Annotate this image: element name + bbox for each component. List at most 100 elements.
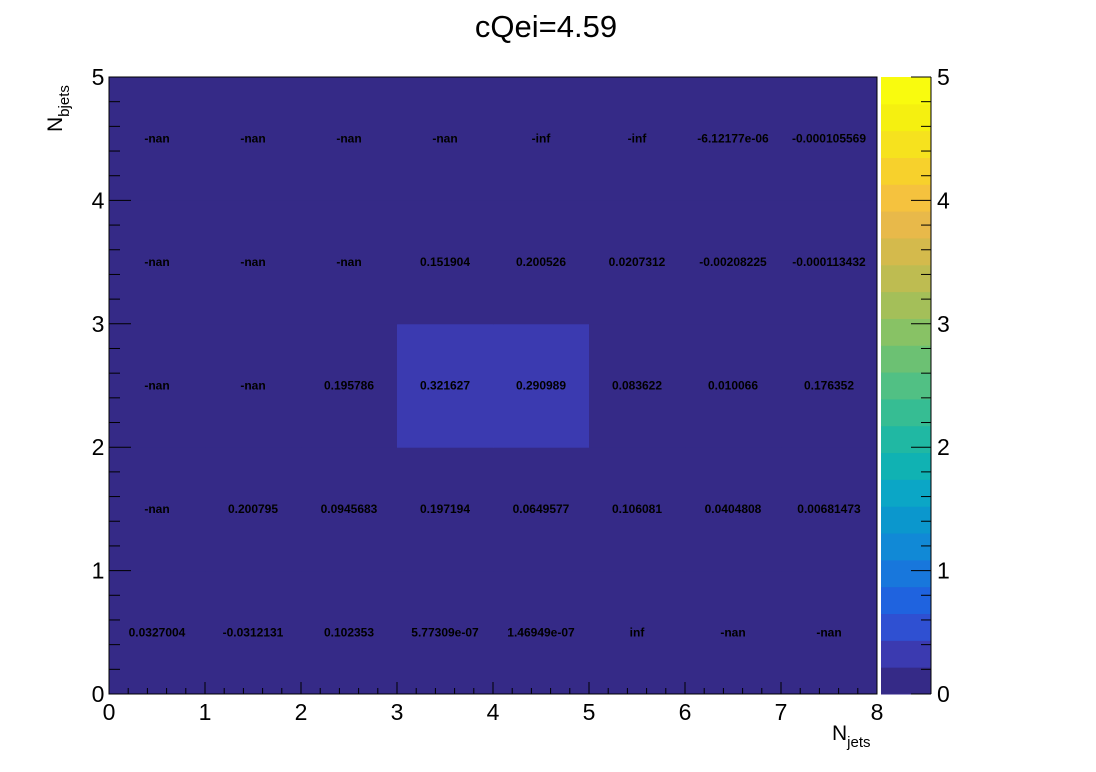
x-tick-label: 4 [487,699,500,725]
y-axis: 0 1 2 3 4 5 [92,64,131,707]
heatmap-cell [589,323,686,448]
cell-value-label: 0.197194 [420,502,470,516]
cell-value-label: 0.0207312 [609,255,666,269]
x-tick-label: 2 [295,699,308,725]
heatmap-cell [493,570,590,695]
color-scale-band [881,345,931,373]
heatmap-cell [781,447,878,572]
heatmap-cell [493,323,590,448]
color-scale-band [881,452,931,480]
heatmap-cell [589,77,686,201]
color-scale-band [881,184,931,212]
x-tick-label: 8 [871,699,884,725]
cell-value-label: 1.46949e-07 [507,625,575,639]
heatmap-cell [397,77,494,201]
heatmap-cell [109,570,206,695]
color-scale-band [881,425,931,454]
heatmap-cell-labels: 0.0327004 -0.0312131 0.102353 5.77309e-07 1.… [129,132,867,640]
heatmap-cell [781,570,878,695]
color-scale-band [881,103,931,132]
cell-value-label: -nan [144,132,169,146]
y-tick-label: 4 [92,187,105,213]
cell-value-label: 0.176352 [804,379,854,393]
heatmap-cell [685,200,782,325]
x-axis: 0 1 2 3 4 5 6 7 8 [103,682,884,725]
x-tick-label: 5 [583,699,596,725]
cell-value-label: -nan [240,132,265,146]
color-scale-bar [881,77,931,695]
cell-value-label: 0.321627 [420,379,470,393]
cell-value-label: -nan [336,132,361,146]
color-scale-band [881,667,931,695]
chart-title: cQei=4.59 [475,9,617,44]
cell-value-label: 0.0649577 [513,502,570,516]
cell-value-label: -nan [144,502,169,516]
heatmap-cell [301,77,398,201]
heatmap-cell [205,447,302,572]
cell-value-label: 0.0404808 [705,502,762,516]
color-scale-band [881,398,931,427]
heatmap-cell [685,447,782,572]
cell-value-label: 0.200795 [228,502,278,516]
y-axis-title: Nbjets [44,85,73,132]
color-scale-axis: 0 1 2 3 4 5 [911,64,950,707]
y-tick-label: 5 [92,64,105,90]
heatmap-cell [301,323,398,448]
cell-value-label: 0.195786 [324,379,374,393]
heatmap-cell [589,200,686,325]
heatmap-cell [301,200,398,325]
heatmap-cell [397,447,494,572]
color-scale-tick-label: 4 [937,187,950,213]
cell-value-label: -inf [628,132,648,146]
heatmap-cell [205,570,302,695]
y-tick-label: 2 [92,434,105,460]
heatmap-cell [493,200,590,325]
color-scale-band [881,613,931,641]
heatmap-cell [781,323,878,448]
cell-value-label: 5.77309e-07 [411,625,479,639]
cell-value-label: 0.290989 [516,379,566,393]
color-scale-tick-label: 1 [937,558,950,584]
cell-value-label: -inf [532,132,552,146]
heatmap-cell [397,323,494,448]
color-scale-tick-label: 3 [937,311,950,337]
x-tick-label: 3 [391,699,404,725]
heatmap-cell [109,200,206,325]
color-scale-band [881,533,931,561]
color-scale-tick-label: 5 [937,64,950,90]
cell-value-label: -nan [720,625,745,639]
heatmap-cell [109,323,206,448]
heatmap-cell [685,570,782,695]
y-axis-title-sub: bjets [56,85,73,117]
color-scale-band [881,237,931,266]
heatmap-cell [205,200,302,325]
heatmap-cell [493,447,590,572]
cell-value-label: -nan [816,625,841,639]
color-scale-band [881,264,931,293]
cell-value-label: -6.12177e-06 [697,132,769,146]
color-scale-band [881,77,931,105]
heatmap-cell [205,323,302,448]
color-scale-band [881,157,931,185]
cell-value-label: -nan [240,379,265,393]
heatmap-cell [781,77,878,201]
cell-value-label: -nan [432,132,457,146]
cell-value-label: -nan [144,255,169,269]
color-scale-tick-label: 2 [937,434,950,460]
cell-value-label: -0.0312131 [223,625,284,639]
x-axis-title: Njets [832,722,871,751]
color-scale-band [881,318,931,346]
heatmap-cell [301,447,398,572]
cell-value-label: 0.0327004 [129,625,186,639]
cell-value-label: 0.106081 [612,502,662,516]
heatmap-cells [109,77,878,695]
heatmap-cell [109,77,206,201]
color-scale-band [881,586,931,615]
heatmap-cell [493,77,590,201]
x-tick-label: 6 [679,699,692,725]
heatmap-cell [685,323,782,448]
heatmap-cell [301,570,398,695]
cell-value-label: 0.010066 [708,379,758,393]
color-scale-band [881,479,931,507]
